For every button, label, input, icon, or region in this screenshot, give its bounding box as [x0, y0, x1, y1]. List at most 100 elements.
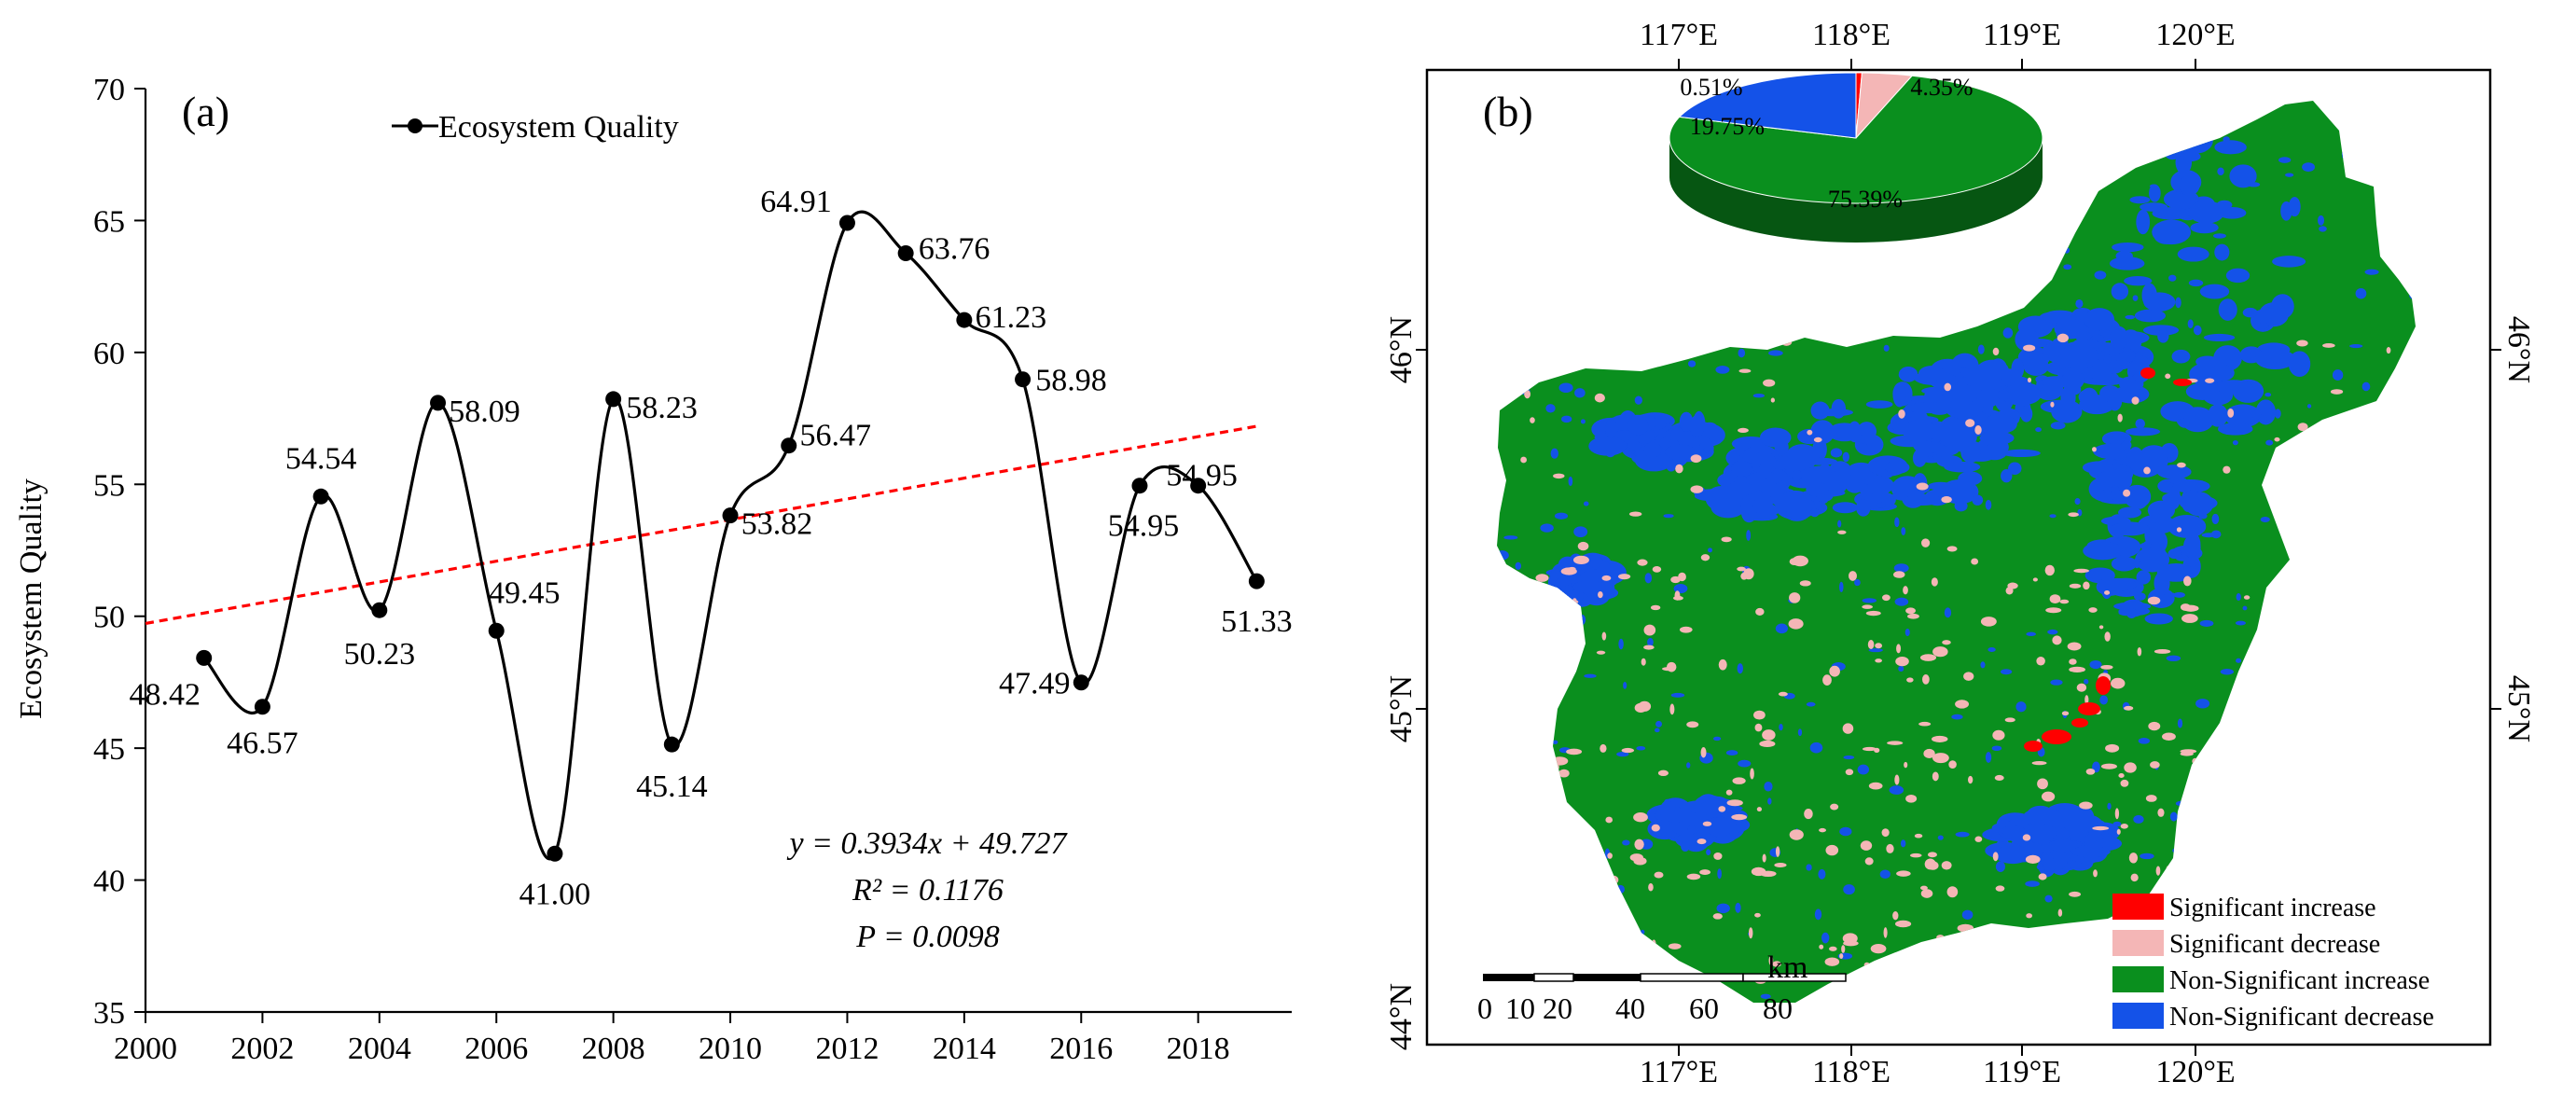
y-axis-label: Ecosystem Quality: [14, 478, 48, 719]
map-patch: [2149, 184, 2158, 188]
map-patch: [2157, 808, 2165, 817]
map-patch: [1628, 511, 1642, 517]
data-label: 63.76: [919, 232, 990, 267]
map-patch: [2107, 802, 2112, 811]
map-patch: [1634, 839, 1644, 851]
map-patch: [1955, 700, 1970, 709]
map-patch: [2181, 492, 2206, 507]
y-ticks: 35 40 45 50 55 60 65 70: [93, 73, 145, 1031]
map-patch: [1715, 366, 1730, 374]
legend-text-nonsig-decrease: Non-Significant decrease: [2169, 1003, 2434, 1032]
map-patch: [1928, 481, 1954, 491]
map-patch: [2179, 174, 2200, 196]
map-patch: [1980, 661, 1986, 669]
map-patch: [1601, 575, 1612, 581]
map-patch: [2123, 484, 2152, 508]
map-patch: [1944, 461, 1981, 473]
map-patch: [2140, 542, 2153, 549]
map-patch: [2092, 447, 2097, 452]
map-patch: [1889, 785, 1904, 795]
map-patch: [2023, 842, 2045, 856]
map-patch: [1554, 512, 1569, 520]
map-patch: [2181, 151, 2201, 162]
map-patch: [2096, 676, 2111, 695]
map-patch: [2026, 913, 2032, 919]
map-patch: [1679, 626, 1693, 633]
legend-swatch-sig-decrease: [2112, 930, 2164, 956]
data-point: [254, 699, 270, 715]
map-patch: [2089, 659, 2102, 670]
regression-p: P = 0.0098: [855, 920, 1000, 954]
map-patch: [1841, 945, 1846, 953]
map-patch: [1768, 955, 1774, 966]
lat-label-left-45: 45°N: [1384, 675, 1419, 742]
map-patch: [1944, 607, 1952, 618]
map-patch: [1762, 729, 1776, 741]
data-label: 47.49: [999, 667, 1071, 701]
map-patch: [1671, 456, 1680, 461]
map-patch: [1954, 500, 1968, 512]
map-patch: [2001, 383, 2042, 406]
scale-num-40: 40: [1615, 991, 1645, 1025]
map-patch: [1725, 750, 1738, 755]
data-label: 51.33: [1221, 604, 1293, 639]
map-patch: [1883, 927, 1888, 938]
map-patch: [2134, 309, 2167, 323]
map-patch: [1600, 743, 1607, 753]
map-patch: [2185, 382, 2220, 400]
map-patch: [1893, 571, 1905, 578]
map-patch: [2098, 329, 2111, 337]
map-patch: [2167, 514, 2207, 538]
map-patch: [2144, 613, 2173, 625]
map-patch: [2035, 427, 2042, 433]
map-patch: [1618, 638, 1624, 650]
map-patch: [1601, 631, 1607, 641]
map-patch: [1809, 742, 1823, 754]
map-patch: [2112, 432, 2127, 441]
map-patch: [2083, 581, 2090, 590]
map-patch: [1843, 755, 1855, 760]
x-tick-label: 2010: [699, 1032, 762, 1066]
map-patch: [2051, 399, 2083, 423]
map-patch: [1737, 663, 1743, 674]
map-patch: [1923, 748, 1935, 758]
x-tick-label: 2002: [230, 1032, 294, 1066]
map-patch: [1898, 409, 1905, 419]
map-patch: [2105, 743, 2120, 753]
map-patch: [1868, 782, 1883, 790]
data-label: 58.23: [626, 391, 698, 425]
map-patch: [1746, 530, 1752, 541]
map-patch: [1971, 558, 1979, 565]
map-patch: [2100, 664, 2113, 670]
map-patch: [1863, 478, 1879, 485]
map-patch: [1637, 559, 1648, 566]
map-patch: [1654, 871, 1664, 879]
map-patch: [1689, 415, 1705, 437]
map-patch: [1785, 444, 1820, 470]
map-patch: [2211, 513, 2220, 525]
map-patch: [1687, 360, 1697, 367]
map-patch: [1870, 944, 1887, 954]
data-points: [196, 215, 1265, 862]
map-patch: [1918, 721, 1932, 727]
map-patch: [2128, 852, 2139, 864]
map-patch: [1839, 953, 1844, 960]
map-patch: [2104, 631, 2111, 642]
data-point: [722, 507, 739, 524]
map-patch: [1945, 383, 1978, 405]
map-patch: [1842, 723, 1854, 734]
map-patch: [2199, 619, 2214, 627]
map-patch: [2022, 834, 2031, 841]
map-patch: [2169, 592, 2176, 598]
map-patch: [1806, 864, 1812, 871]
legend-swatch-nonsig-decrease: [2112, 1003, 2164, 1029]
map-patch: [1588, 436, 1627, 456]
map-patch: [2177, 718, 2183, 728]
map-patch: [1992, 852, 1999, 862]
map-patch: [2213, 380, 2253, 394]
map-patch: [2112, 459, 2117, 470]
x-tick-label: 2018: [1167, 1032, 1230, 1066]
map-patch: [1904, 761, 1908, 769]
legend-text-sig-increase: Significant increase: [2169, 894, 2376, 922]
map-patch: [2084, 695, 2089, 705]
